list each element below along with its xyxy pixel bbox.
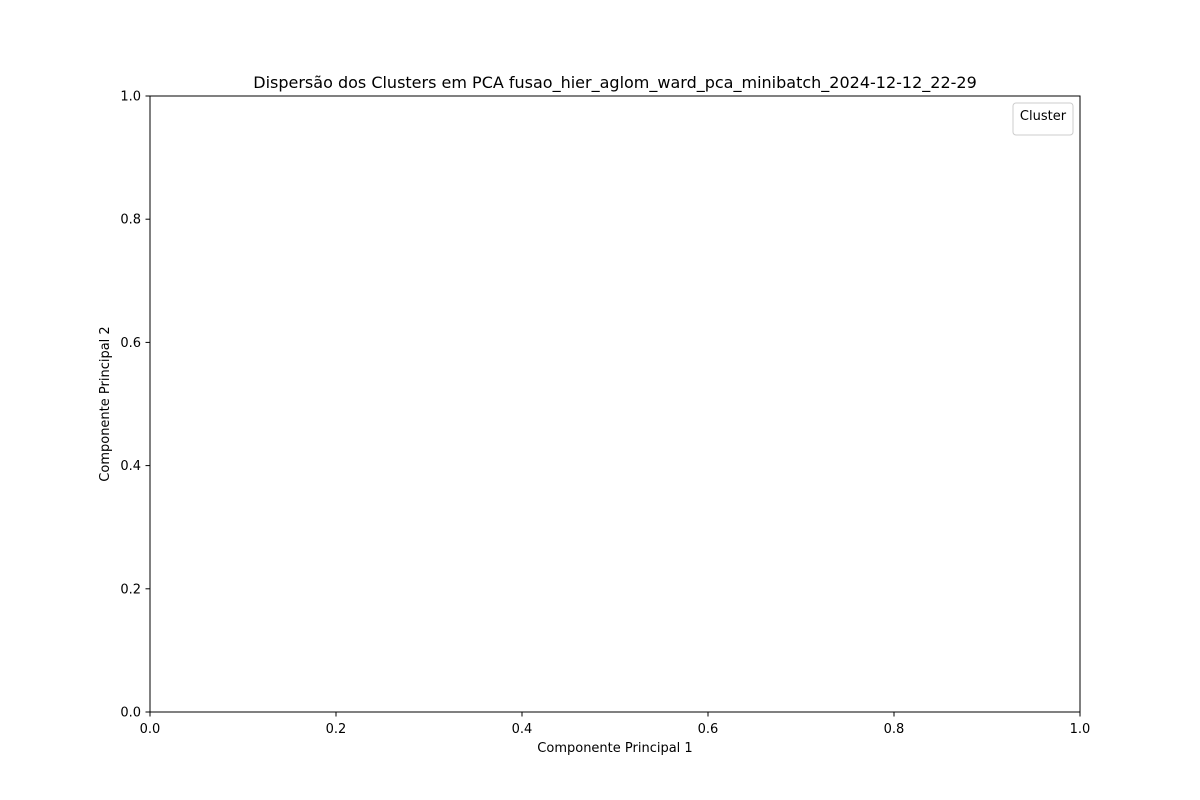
x-axis-ticks: 0.0 0.2 0.4 0.6 0.8 1.0 [140, 712, 1091, 737]
y-tick-label: 0.6 [120, 336, 141, 351]
x-axis-label: Componente Principal 1 [537, 741, 692, 756]
x-tick-label: 0.0 [140, 722, 161, 737]
legend-title: Cluster [1020, 109, 1067, 124]
x-tick-label: 0.6 [698, 722, 719, 737]
y-tick-label: 0.4 [120, 459, 141, 474]
x-tick-label: 0.2 [326, 722, 347, 737]
legend: Cluster [1012, 102, 1074, 136]
y-tick-label: 0.2 [120, 582, 141, 597]
x-tick-label: 1.0 [1070, 722, 1091, 737]
plot-area [149, 95, 1081, 713]
plot-frame [149, 95, 1081, 713]
x-tick-label: 0.8 [884, 722, 905, 737]
x-tick-label: 0.4 [512, 722, 533, 737]
y-tick-label: 0.0 [120, 706, 141, 721]
y-axis-ticks: 0.0 0.2 0.4 0.6 0.8 1.0 [120, 90, 150, 721]
legend-box [1012, 102, 1074, 136]
y-tick-label: 0.8 [120, 213, 141, 228]
y-tick-label: 1.0 [120, 90, 141, 105]
chart-title: Dispersão dos Clusters em PCA fusao_hier… [253, 73, 977, 93]
y-axis-label: Componente Principal 2 [98, 326, 113, 481]
